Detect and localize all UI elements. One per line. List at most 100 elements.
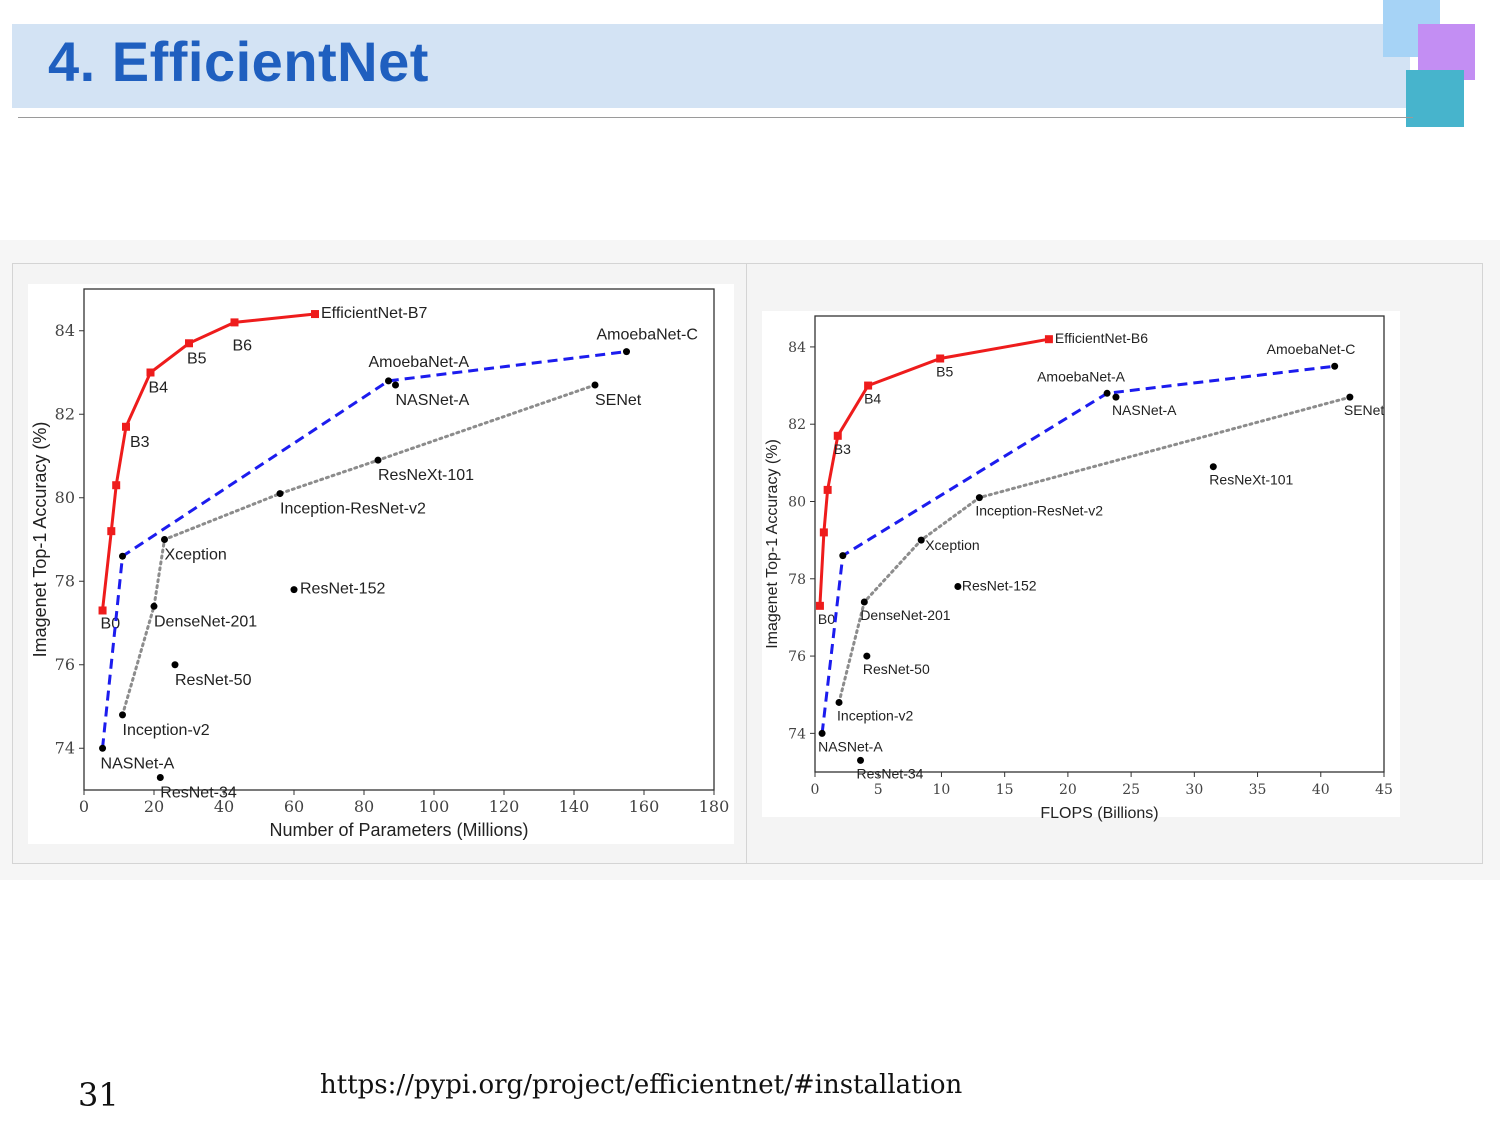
params-y-axis-label: Imagenet Top-1 Accuracy (%) <box>30 422 50 658</box>
params-marker-efficientnet <box>98 606 107 615</box>
params-point-label: DenseNet-201 <box>154 613 257 630</box>
flops-series-efficientnet-line <box>818 337 1050 606</box>
params-x-tick-label: 180 <box>699 797 730 816</box>
flops-x-tick-label: 5 <box>874 782 883 798</box>
flops-x-tick-label: 20 <box>1059 782 1077 798</box>
flops-point-label: NASNet-A <box>818 738 883 754</box>
params-marker-points <box>392 381 399 389</box>
flops-y-tick-label: 82 <box>788 417 806 433</box>
params-y-tick-label: 74 <box>55 738 75 757</box>
flops-marker-manual <box>917 536 925 544</box>
flops-x-axis-label: FLOPS (Billions) <box>1040 805 1158 822</box>
flops-marker-nas <box>818 729 826 737</box>
flops-marker-efficientnet <box>936 354 945 363</box>
params-marker-nas <box>119 552 126 560</box>
params-series-nas-line <box>101 350 627 749</box>
flops-marker-points <box>863 652 871 660</box>
params-marker-points <box>290 586 298 594</box>
figure-panel-divider <box>746 264 747 863</box>
params-point-label: AmoebaNet-A <box>369 354 470 371</box>
params-x-tick-label: 60 <box>284 797 304 816</box>
flops-point-label: B5 <box>936 364 953 380</box>
params-plot-frame <box>83 288 715 791</box>
params-x-tick-label: 140 <box>559 797 590 816</box>
params-series-efficientnet-line <box>101 312 316 611</box>
title-divider <box>18 117 1413 118</box>
params-y-tick-label: 84 <box>55 321 75 340</box>
source-url[interactable]: https://pypi.org/project/efficientnet/#i… <box>320 1070 963 1100</box>
params-marker-efficientnet <box>112 481 121 490</box>
params-marker-efficientnet <box>146 368 155 377</box>
flops-x-tick-label: 15 <box>996 782 1014 798</box>
params-marker-manual <box>591 381 599 389</box>
flops-series-manual-line <box>837 395 1352 704</box>
params-point-label: NASNet-A <box>396 392 470 409</box>
flops-y-tick-label: 78 <box>788 572 806 588</box>
params-y-tick-label: 82 <box>55 404 75 423</box>
params-marker-manual <box>374 456 382 464</box>
flops-point-label: Xception <box>925 537 979 553</box>
params-point-label: Xception <box>165 547 227 564</box>
flops-series-nas-line <box>820 364 1335 734</box>
title-bar <box>12 24 1410 108</box>
page-number: 31 <box>78 1076 119 1114</box>
params-x-tick-label: 160 <box>629 797 660 816</box>
params-marker-points <box>171 661 179 669</box>
flops-marker-efficientnet <box>1044 335 1053 344</box>
flops-marker-points <box>857 756 865 764</box>
params-x-tick-label: 120 <box>489 797 520 816</box>
params-point-label: ResNet-152 <box>300 581 385 598</box>
params-point-label: B6 <box>233 337 253 354</box>
params-point-label: ResNeXt-101 <box>378 467 474 484</box>
flops-point-label: AmoebaNet-C <box>1267 341 1356 357</box>
flops-marker-efficientnet <box>819 528 828 537</box>
flops-marker-manual <box>835 698 843 706</box>
flops-point-label: SENet <box>1344 402 1385 418</box>
params-series-manual-line <box>121 383 597 717</box>
params-point-label: Inception-v2 <box>123 722 210 739</box>
flops-point-label: ResNeXt-101 <box>1209 472 1293 488</box>
params-point-label: ResNet-34 <box>160 784 237 801</box>
params-marker-efficientnet <box>107 527 116 536</box>
flops-marker-points <box>1209 463 1217 471</box>
params-marker-manual <box>276 490 284 498</box>
chart-params-background <box>28 284 734 844</box>
flops-point-label: NASNet-A <box>1112 402 1177 418</box>
flops-marker-nas <box>839 552 847 560</box>
params-marker-manual <box>161 536 168 543</box>
params-point-label: B3 <box>130 434 150 451</box>
flops-x-tick-label: 35 <box>1249 782 1267 798</box>
params-marker-efficientnet <box>230 318 239 327</box>
flops-marker-nas <box>1103 389 1111 397</box>
flops-marker-efficientnet <box>833 431 842 440</box>
flops-point-label: Inception-v2 <box>837 707 913 723</box>
params-point-label: B4 <box>149 380 169 397</box>
flops-point-label: ResNet-50 <box>863 661 930 677</box>
flops-point-label: EfficientNet-B6 <box>1055 330 1148 346</box>
flops-marker-efficientnet <box>823 485 832 494</box>
params-point-label: NASNet-A <box>101 755 175 772</box>
flops-plot-frame <box>814 315 1385 773</box>
params-point-label: ResNet-50 <box>175 672 252 689</box>
flops-y-tick-label: 76 <box>788 649 806 665</box>
flops-point-label: B4 <box>864 391 881 407</box>
params-x-tick-label: 80 <box>354 797 374 816</box>
flops-marker-manual <box>975 494 983 502</box>
flops-point-label: AmoebaNet-A <box>1037 368 1126 384</box>
chart-flops-background <box>762 311 1400 817</box>
flops-marker-efficientnet <box>815 601 824 610</box>
slide-title: 4. EfficientNet <box>48 30 429 93</box>
params-y-tick-label: 80 <box>55 488 75 507</box>
params-y-tick-label: 76 <box>55 655 75 674</box>
flops-point-label: ResNet-34 <box>857 765 924 781</box>
flops-marker-manual <box>860 598 868 606</box>
params-marker-manual <box>150 602 158 610</box>
params-x-tick-label: 100 <box>419 797 450 816</box>
flops-marker-points <box>1112 393 1120 401</box>
flops-x-tick-label: 10 <box>933 782 951 798</box>
flops-marker-points <box>954 583 962 591</box>
params-marker-efficientnet <box>311 310 319 319</box>
flops-point-label: ResNet-152 <box>962 578 1037 594</box>
params-x-tick-label: 40 <box>214 797 234 816</box>
